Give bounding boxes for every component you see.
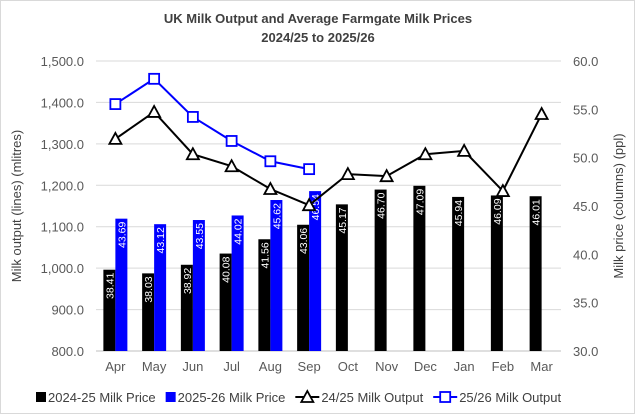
x-tick-label: Dec bbox=[414, 359, 438, 374]
triangle-marker bbox=[262, 181, 278, 195]
bar bbox=[115, 218, 128, 351]
bar-data-label: 45.62 bbox=[271, 203, 283, 229]
y-tick-label: 1,400.0 bbox=[41, 95, 84, 110]
triangle-marker bbox=[456, 143, 472, 157]
line-series bbox=[114, 77, 310, 171]
y-tick-label: 1,200.0 bbox=[41, 178, 84, 193]
bar bbox=[309, 191, 322, 351]
y2-tick-label: 30.0 bbox=[573, 344, 598, 359]
bar-data-label: 38.41 bbox=[104, 273, 116, 299]
bar-data-label: 46.70 bbox=[376, 192, 388, 218]
bar bbox=[231, 215, 244, 351]
y2-tick-label: 55.0 bbox=[573, 102, 598, 117]
bar bbox=[413, 185, 426, 351]
square-marker bbox=[148, 72, 161, 85]
square-marker bbox=[225, 135, 238, 147]
x-tick-label: Feb bbox=[492, 359, 514, 374]
y-tick-label: 800.0 bbox=[51, 344, 84, 359]
triangle-marker bbox=[495, 183, 511, 197]
y2-tick-label: 60.0 bbox=[573, 54, 598, 69]
bar-data-label: 41.56 bbox=[259, 242, 271, 268]
y-axis-label: Milk output (lines) (mlitres) bbox=[9, 130, 24, 282]
y2-tick-label: 40.0 bbox=[573, 247, 598, 262]
triangle-marker bbox=[379, 168, 395, 183]
x-tick-label: Apr bbox=[105, 359, 126, 374]
bar bbox=[297, 224, 310, 351]
legend-label: 25/26 Milk Output bbox=[459, 390, 561, 405]
y-tick-label: 1,100.0 bbox=[41, 220, 84, 235]
y-tick-label: 900.0 bbox=[51, 303, 84, 318]
x-tick-label: Sep bbox=[298, 359, 321, 374]
triangle-marker bbox=[340, 166, 356, 181]
bar bbox=[490, 195, 503, 351]
bar-data-label: 44.02 bbox=[233, 218, 245, 244]
bar bbox=[270, 200, 283, 351]
bar bbox=[103, 269, 116, 351]
legend-label: 2025-26 Milk Price bbox=[178, 390, 286, 405]
x-tick-label: Jun bbox=[182, 359, 203, 374]
triangle-marker bbox=[224, 158, 240, 173]
bar bbox=[154, 224, 167, 351]
bar-data-label: 46.01 bbox=[531, 199, 543, 225]
legend-label: 2024-25 Milk Price bbox=[48, 390, 156, 405]
bar bbox=[192, 220, 205, 351]
triangle-marker bbox=[417, 146, 433, 161]
bar bbox=[452, 196, 465, 351]
legend-label: 24/25 Milk Output bbox=[321, 390, 423, 405]
bar-data-label: 38.92 bbox=[182, 268, 194, 294]
x-tick-label: May bbox=[142, 359, 167, 374]
bar-data-label: 40.08 bbox=[221, 256, 233, 282]
bar-data-label: 45.94 bbox=[453, 200, 465, 226]
y-tick-label: 1,300.0 bbox=[41, 137, 84, 152]
y2-tick-label: 45.0 bbox=[573, 199, 598, 214]
y-tick-label: 1,000.0 bbox=[41, 261, 84, 276]
triangle-marker bbox=[107, 131, 123, 145]
bar-data-label: 43.06 bbox=[298, 228, 310, 254]
bar-data-label: 43.69 bbox=[116, 222, 128, 248]
x-tick-label: Jan bbox=[454, 359, 475, 374]
x-tick-label: Aug bbox=[259, 359, 282, 374]
square-marker bbox=[186, 111, 199, 123]
x-tick-label: Jul bbox=[223, 359, 240, 374]
line-series bbox=[114, 110, 543, 207]
chart-subtitle: 2024/25 to 2025/26 bbox=[261, 30, 374, 45]
bar bbox=[180, 264, 193, 351]
chart-title: UK Milk Output and Average Farmgate Milk… bbox=[164, 11, 472, 26]
legend-swatch bbox=[36, 392, 46, 402]
y2-tick-label: 50.0 bbox=[573, 151, 598, 166]
triangle-marker bbox=[534, 106, 550, 120]
y2-axis-label: Milk price (columns) (ppl) bbox=[611, 133, 626, 278]
y-tick-label: 1,500.0 bbox=[41, 54, 84, 69]
y2-tick-label: 35.0 bbox=[573, 296, 598, 311]
triangle-marker bbox=[301, 197, 317, 212]
bar bbox=[335, 204, 348, 351]
legend-swatch bbox=[165, 392, 176, 402]
legend-square-marker bbox=[439, 391, 452, 403]
bar-data-label: 43.55 bbox=[194, 223, 206, 249]
bar bbox=[219, 253, 232, 351]
legend-triangle-marker bbox=[299, 389, 315, 403]
bar-data-label: 43.12 bbox=[155, 227, 167, 253]
bar bbox=[142, 273, 155, 351]
triangle-marker bbox=[146, 104, 162, 118]
bar bbox=[374, 189, 387, 351]
square-marker bbox=[303, 163, 316, 176]
x-tick-label: Nov bbox=[375, 359, 399, 374]
square-marker bbox=[264, 155, 277, 168]
bar-data-label: 46.54 bbox=[310, 194, 322, 220]
bar-data-label: 47.09 bbox=[414, 189, 426, 215]
bar bbox=[258, 239, 271, 351]
x-tick-label: Oct bbox=[338, 359, 359, 374]
bar-data-label: 46.09 bbox=[492, 198, 504, 224]
triangle-marker bbox=[185, 146, 201, 161]
square-marker bbox=[109, 98, 122, 110]
bar bbox=[529, 196, 542, 351]
bar-data-label: 45.17 bbox=[337, 207, 349, 233]
bar-data-label: 38.03 bbox=[143, 276, 155, 302]
x-tick-label: Mar bbox=[530, 359, 553, 374]
